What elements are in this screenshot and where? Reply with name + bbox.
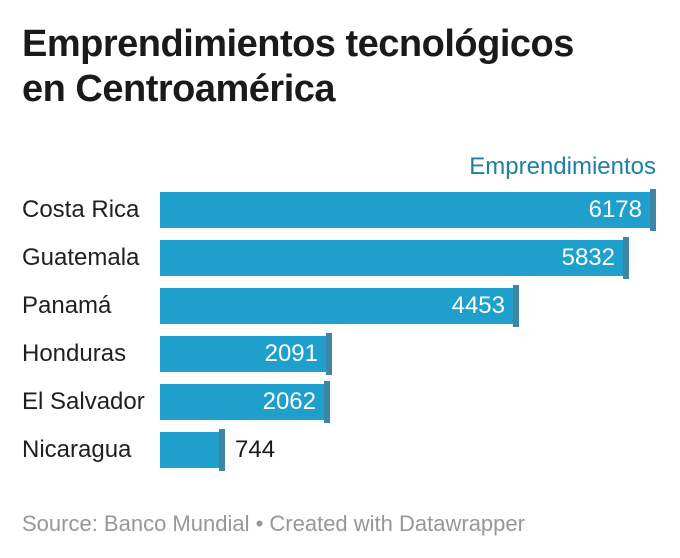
bar-end-marker [324,381,330,423]
bar-track: 2062 [160,381,662,423]
value-label: 6178 [588,196,642,223]
source-attribution: Source: Banco Mundial • Created with Dat… [22,511,525,536]
value-label: 2062 [262,388,316,415]
bar [160,384,324,420]
bar-end-marker [623,237,629,279]
category-label: Panamá [22,292,112,319]
bar-row: Panamá 4453 [22,282,662,330]
bar [160,288,513,324]
bar-row: Nicaragua 744 [22,426,662,474]
bar-end-marker [650,189,656,231]
category-label: El Salvador [22,388,145,415]
bar [160,336,326,372]
bar [160,432,219,468]
bar-track: 6178 [160,189,662,231]
bar-end-marker [513,285,519,327]
bar-row: Costa Rica 6178 [22,186,662,234]
chart-title: Emprendimientos tecnológicos en Centroam… [22,23,574,110]
value-label: 2091 [264,340,318,367]
value-label: 4453 [451,292,505,319]
value-label: 744 [235,436,276,463]
bar-row: Guatemala 5832 [22,234,662,282]
category-label: Nicaragua [22,436,132,463]
bar [160,192,650,228]
bar-row: Honduras 2091 [22,330,662,378]
bar-end-marker [326,333,332,375]
value-label: 5832 [561,244,615,271]
bar-track: 2091 [160,333,662,375]
bar-end-marker [219,429,225,471]
bar [160,240,623,276]
category-label: Costa Rica [22,196,140,223]
bar-row: El Salvador 2062 [22,378,662,426]
bar-track: 4453 [160,285,662,327]
bar-track: 5832 [160,237,662,279]
category-label: Honduras [22,340,127,367]
bar-track: 744 [160,429,662,471]
category-label: Guatemala [22,244,140,271]
series-header-label: Emprendimientos [469,153,656,180]
bar-chart-plot-area: Costa Rica 6178 Guatemala 5832 Panamá 4453 Hon… [22,186,662,474]
